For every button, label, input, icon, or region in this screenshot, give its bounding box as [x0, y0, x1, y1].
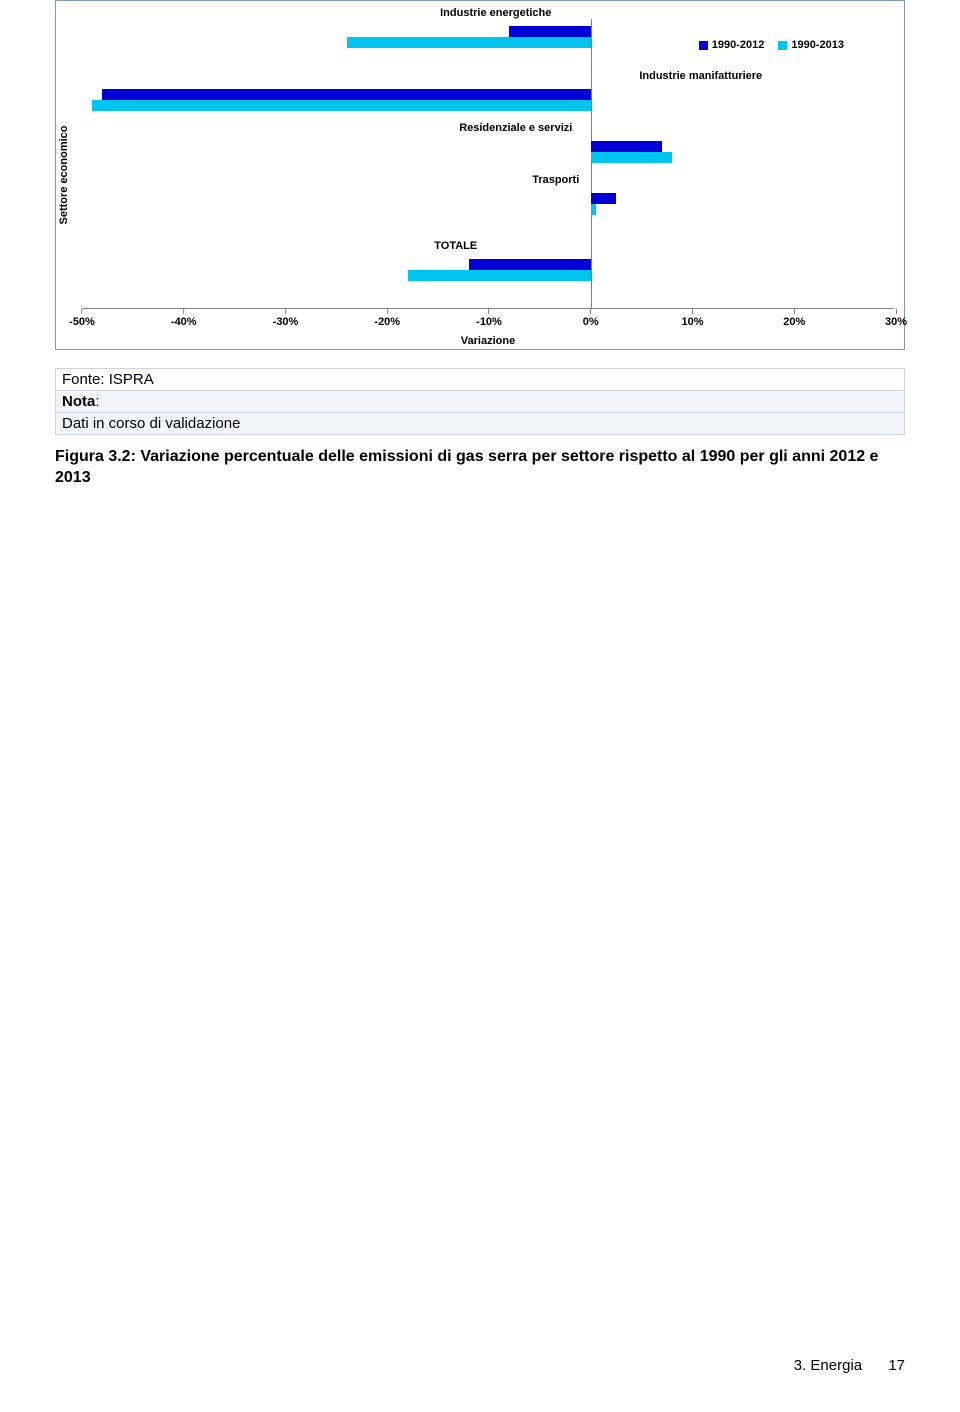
x-axis-ticks: Variazione -50%-40%-30%-20%-10%0%10%20%3…: [82, 309, 894, 349]
x-tick-label: -30%: [273, 316, 299, 328]
bar-1990-2013: [591, 152, 672, 163]
bar-1990-2013: [591, 204, 596, 215]
source-cell: Fonte: ISPRA: [56, 369, 905, 391]
notes-table: Fonte: ISPRA Nota: Dati in corso di vali…: [55, 368, 905, 435]
x-tick-label: -50%: [69, 316, 95, 328]
x-tick: 0%: [583, 309, 599, 328]
bars-region: Industrie energetiche Industrie manifattu…: [82, 23, 894, 309]
chart-category-group: Residenziale e servizi: [82, 138, 894, 168]
footer-section: 3. Energia: [794, 1357, 862, 1374]
x-tick-mark: [489, 309, 490, 314]
footer-page-number: 17: [888, 1357, 905, 1374]
x-tick-label: -20%: [374, 316, 400, 328]
page: Settore economico 1990-2012 1990-2013 In…: [0, 0, 960, 1412]
x-tick-label: 20%: [783, 316, 805, 328]
x-tick-mark: [285, 309, 286, 314]
chart-category-group: TOTALE: [82, 256, 894, 286]
x-tick: 20%: [783, 309, 805, 328]
page-footer: 3. Energia 17: [794, 1357, 905, 1374]
x-tick-label: -10%: [476, 316, 502, 328]
chart-container: Settore economico 1990-2012 1990-2013 In…: [55, 0, 905, 350]
x-tick-mark: [896, 309, 897, 314]
category-tick-mark: [591, 252, 592, 256]
x-tick-label: 10%: [681, 316, 703, 328]
bar-1990-2012: [509, 26, 590, 37]
x-tick: -10%: [476, 309, 502, 328]
category-label: Industrie energetiche: [440, 7, 551, 19]
category-label: Industrie manifatturiere: [639, 70, 762, 82]
x-tick-mark: [692, 309, 693, 314]
category-tick-mark: [591, 82, 592, 86]
x-tick: 10%: [681, 309, 703, 328]
x-tick-mark: [387, 309, 388, 314]
figure-caption: Figura 3.2: Variazione percentuale delle…: [55, 447, 905, 489]
x-tick: 30%: [885, 309, 907, 328]
category-label: Trasporti: [532, 174, 579, 186]
bar-1990-2012: [102, 89, 590, 100]
chart-category-group: Industrie manifatturiere: [82, 86, 894, 116]
x-tick: -50%: [69, 309, 95, 328]
caption-prefix: Figura 3.2:: [55, 448, 140, 465]
x-tick: -20%: [374, 309, 400, 328]
bar-1990-2012: [591, 193, 616, 204]
x-tick-mark: [590, 309, 591, 314]
chart-category-group: Trasporti: [82, 190, 894, 220]
x-tick-mark: [794, 309, 795, 314]
category-tick-mark: [591, 186, 592, 190]
x-tick: -30%: [273, 309, 299, 328]
category-label: TOTALE: [434, 240, 477, 252]
bar-1990-2012: [591, 141, 662, 152]
bar-1990-2012: [469, 259, 591, 270]
category-tick-mark: [591, 19, 592, 23]
note-body-cell: Dati in corso di validazione: [56, 413, 905, 435]
x-tick-label: 30%: [885, 316, 907, 328]
x-tick-mark: [183, 309, 184, 314]
x-tick-mark: [82, 309, 83, 314]
bar-1990-2013: [408, 270, 591, 281]
note-label-cell: Nota:: [56, 391, 905, 413]
category-tick-mark: [591, 134, 592, 138]
chart-category-group: Industrie energetiche: [82, 23, 894, 53]
bar-1990-2013: [92, 100, 591, 111]
x-tick: -40%: [171, 309, 197, 328]
x-tick-label: -40%: [171, 316, 197, 328]
bar-1990-2013: [347, 37, 591, 48]
x-tick-label: 0%: [583, 316, 599, 328]
y-axis-label: Settore economico: [58, 125, 70, 224]
x-axis-title: Variazione: [82, 335, 894, 347]
category-label: Residenziale e servizi: [459, 122, 572, 134]
note-colon: :: [95, 393, 99, 410]
note-label: Nota: [62, 393, 95, 410]
caption-body: Variazione percentuale delle emissioni d…: [55, 448, 878, 486]
